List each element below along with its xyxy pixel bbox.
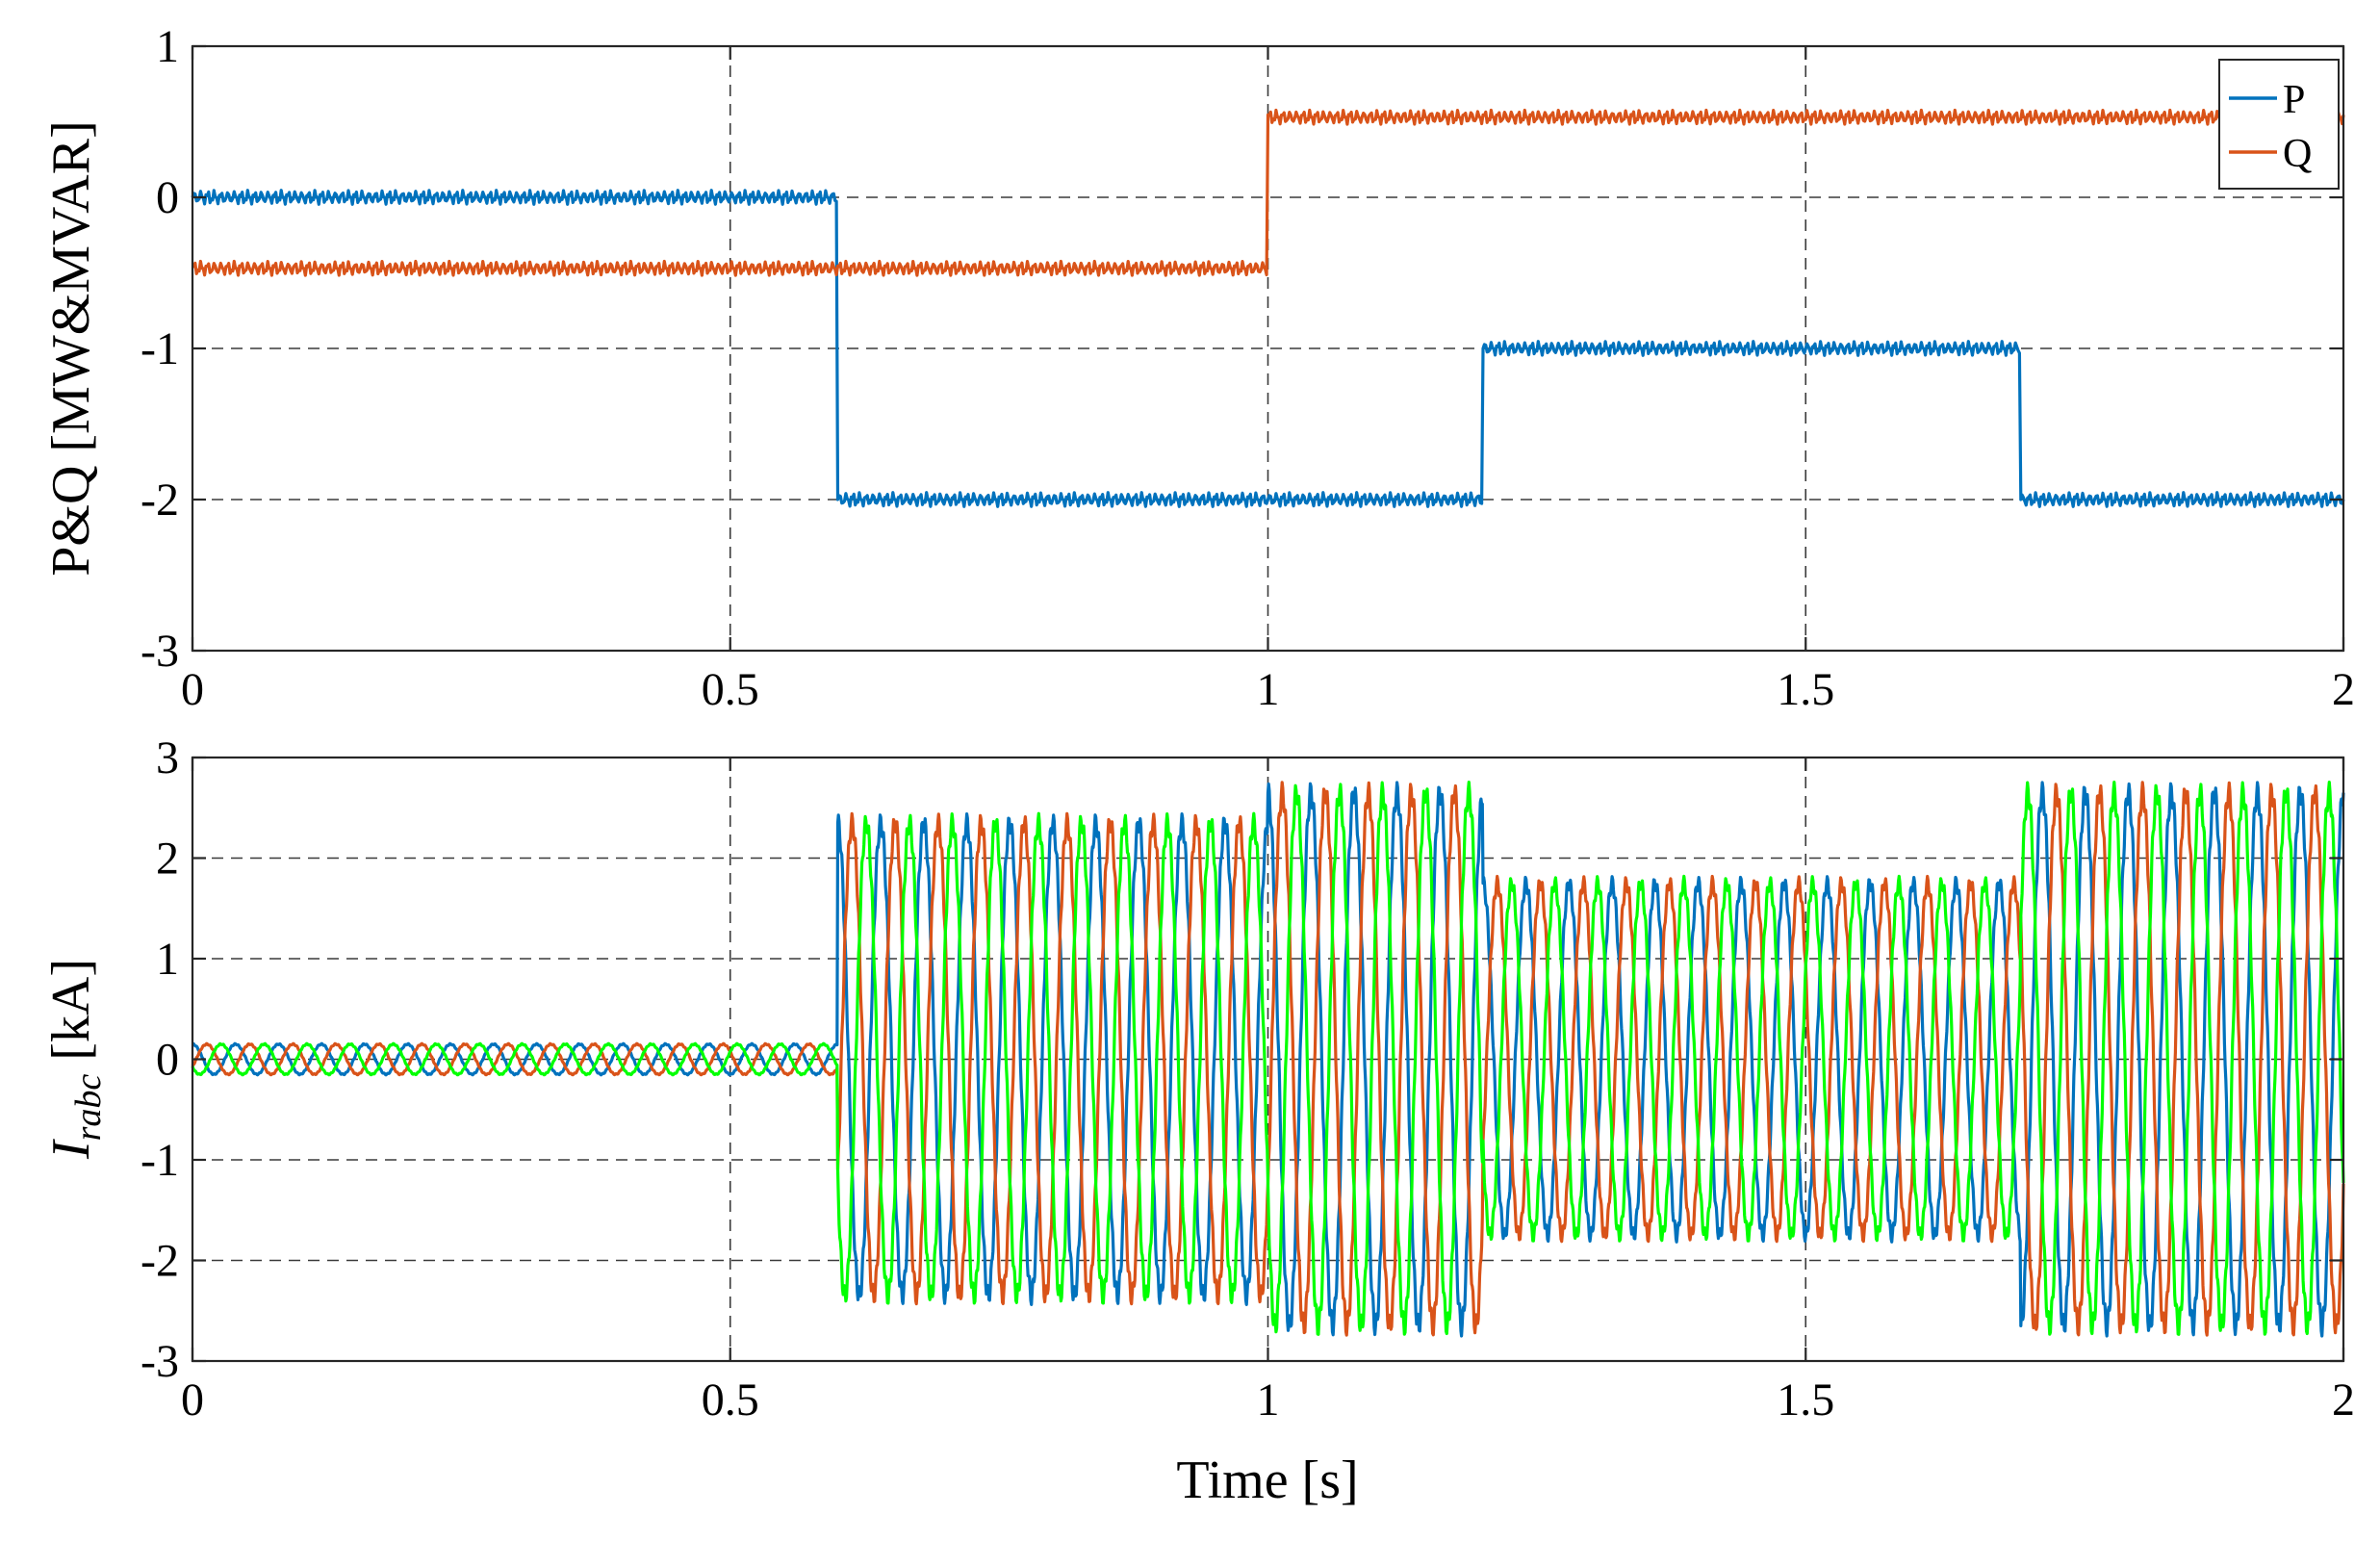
legend: P Q [2218, 59, 2340, 190]
current-chart-ylabel-symbol: I [41, 1139, 101, 1160]
legend-box [2218, 59, 2340, 190]
y-tick-label: 1 [156, 21, 179, 72]
x-tick-label: 0.5 [702, 664, 759, 715]
y-tick-label: -1 [141, 1135, 179, 1186]
x-tick-label: 0 [181, 1374, 204, 1425]
series-phase-c-line [191, 781, 2345, 1336]
current-chart-xlabel: Time [s] [1176, 1451, 1358, 1510]
current-chart-series [191, 781, 2345, 1338]
y-tick-label: 0 [156, 172, 179, 223]
y-tick-label: -1 [141, 323, 179, 374]
y-tick-label: -2 [141, 1236, 179, 1287]
power-chart-ylabel: P&Q [MW&MVAR] [41, 120, 101, 576]
x-tick-label: 1.5 [1777, 664, 1834, 715]
x-tick-label: 0.5 [702, 1374, 759, 1425]
series-q-line [192, 108, 2345, 277]
legend-q-label: Q [2283, 132, 2312, 176]
x-tick-label: 1 [1257, 664, 1280, 715]
power-chart-series [191, 108, 2345, 508]
current-chart-ylabel: Irabc [kA] [41, 959, 109, 1160]
current-chart-ylabel-subscript: rabc [68, 1074, 109, 1142]
current-chart-ylabel-unit: [kA] [41, 959, 101, 1074]
x-tick-label: 0 [181, 664, 204, 715]
current-chart: 0 0.5 1 1.5 2 3 2 1 0 -1 -2 -3 Irabc [kA] Time [s] [41, 732, 2355, 1510]
power-chart-ticks: 0 0.5 1 1.5 2 1 0 -1 -2 -3 [141, 21, 2355, 715]
y-tick-label: 3 [156, 732, 179, 783]
y-tick-label: -3 [141, 626, 179, 677]
x-tick-label: 1 [1257, 1374, 1280, 1425]
current-chart-ticks: 0 0.5 1 1.5 2 3 2 1 0 -1 -2 -3 [141, 732, 2355, 1425]
legend-p-label: P [2283, 78, 2305, 122]
y-tick-label: -3 [141, 1336, 179, 1387]
x-tick-label: 2 [2332, 1374, 2355, 1425]
y-tick-label: 1 [156, 934, 179, 985]
power-chart: 0 0.5 1 1.5 2 1 0 -1 -2 -3 P&Q [MW&MVAR] P Q [41, 21, 2355, 715]
y-tick-label: 2 [156, 834, 179, 885]
y-tick-label: -2 [141, 475, 179, 526]
x-tick-label: 2 [2332, 664, 2355, 715]
x-tick-label: 1.5 [1777, 1374, 1834, 1425]
y-tick-label: 0 [156, 1035, 179, 1086]
series-p-line [191, 189, 2345, 508]
